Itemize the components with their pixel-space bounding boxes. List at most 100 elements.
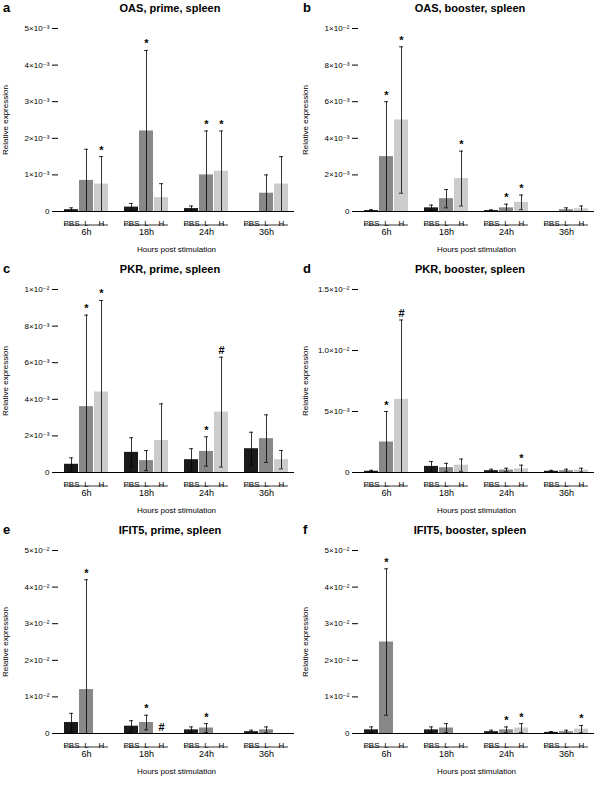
svg-text:PBS: PBS [423,219,439,228]
svg-text:1×10⁻³: 1×10⁻³ [25,170,50,179]
svg-text:PBS: PBS [363,480,379,489]
svg-text:4×10⁻³: 4×10⁻³ [25,61,50,70]
svg-text:H: H [159,219,165,228]
svg-text:H: H [99,480,105,489]
svg-text:6h: 6h [81,488,91,498]
svg-text:H: H [159,741,165,750]
svg-text:4×10⁻³: 4×10⁻³ [325,134,350,143]
svg-text:2×10⁻³: 2×10⁻³ [25,134,50,143]
svg-text:*: * [519,711,524,723]
svg-text:PBS: PBS [243,219,259,228]
svg-text:PBS: PBS [123,741,139,750]
svg-text:H: H [519,741,525,750]
svg-text:2×10⁻³: 2×10⁻³ [325,170,350,179]
svg-text:H: H [519,480,525,489]
svg-text:H: H [399,741,405,750]
svg-text:H: H [99,219,105,228]
svg-text:PBS: PBS [483,741,499,750]
svg-text:H: H [579,741,585,750]
svg-text:2×10⁻³: 2×10⁻³ [25,431,50,440]
svg-text:3×10⁻²: 3×10⁻² [325,619,350,628]
svg-text:Hours post stimulation: Hours post stimulation [137,506,216,515]
svg-text:*: * [99,144,104,156]
svg-text:Hours post stimulation: Hours post stimulation [137,245,216,254]
svg-text:H: H [399,480,405,489]
svg-text:24h: 24h [199,227,214,237]
svg-text:PBS: PBS [423,480,439,489]
svg-text:5×10⁻²: 5×10⁻² [25,546,50,555]
svg-text:H: H [279,480,285,489]
svg-text:PBS: PBS [543,741,559,750]
svg-text:PBS: PBS [363,219,379,228]
svg-text:24h: 24h [199,488,214,498]
svg-text:PBS: PBS [543,480,559,489]
svg-text:24h: 24h [499,488,514,498]
svg-text:H: H [279,219,285,228]
svg-text:5×10⁻²: 5×10⁻² [325,546,350,555]
svg-text:4×10⁻²: 4×10⁻² [325,583,350,592]
svg-text:5×10⁻³: 5×10⁻³ [25,24,50,33]
svg-text:Relative expression: Relative expression [1,607,10,677]
svg-text:18h: 18h [439,227,454,237]
svg-text:#: # [218,344,224,356]
svg-text:2×10⁻²: 2×10⁻² [325,656,350,665]
svg-text:3×10⁻³: 3×10⁻³ [25,97,50,106]
svg-text:24h: 24h [499,749,514,759]
svg-text:2×10⁻²: 2×10⁻² [25,656,50,665]
svg-text:0: 0 [345,468,350,477]
svg-text:36h: 36h [259,488,274,498]
svg-text:6h: 6h [381,488,391,498]
svg-text:*: * [399,34,404,46]
svg-text:5×10⁻³: 5×10⁻³ [325,407,350,416]
svg-text:H: H [159,480,165,489]
svg-text:18h: 18h [439,488,454,498]
svg-text:H: H [459,741,465,750]
svg-text:*: * [459,138,464,150]
svg-text:Hours post stimulation: Hours post stimulation [437,767,516,776]
svg-text:PBS: PBS [63,219,79,228]
svg-text:36h: 36h [259,227,274,237]
svg-text:*: * [519,182,524,194]
svg-text:1×10⁻²: 1×10⁻² [325,24,350,33]
svg-text:0: 0 [345,729,350,738]
svg-text:4×10⁻³: 4×10⁻³ [25,395,50,404]
svg-text:18h: 18h [139,749,154,759]
svg-text:Hours post stimulation: Hours post stimulation [437,506,516,515]
svg-text:24h: 24h [499,227,514,237]
svg-text:1×10⁻²: 1×10⁻² [25,285,50,294]
svg-text:36h: 36h [559,227,574,237]
svg-text:18h: 18h [139,488,154,498]
svg-text:#: # [158,721,164,733]
svg-text:36h: 36h [559,488,574,498]
svg-text:*: * [84,302,89,314]
svg-text:24h: 24h [199,749,214,759]
svg-text:PBS: PBS [423,741,439,750]
svg-text:1.0×10⁻²: 1.0×10⁻² [318,346,350,355]
svg-text:Relative expression: Relative expression [301,607,310,677]
svg-text:6×10⁻³: 6×10⁻³ [25,358,50,367]
svg-text:36h: 36h [259,749,274,759]
svg-text:4×10⁻²: 4×10⁻² [25,583,50,592]
svg-text:36h: 36h [559,749,574,759]
svg-text:8×10⁻³: 8×10⁻³ [325,61,350,70]
svg-text:0: 0 [45,207,50,216]
svg-text:*: * [504,191,509,203]
svg-text:H: H [579,219,585,228]
svg-text:1×10⁻²: 1×10⁻² [325,692,350,701]
svg-text:*: * [99,287,104,299]
svg-text:6h: 6h [381,749,391,759]
svg-text:H: H [399,219,405,228]
svg-text:Hours post stimulation: Hours post stimulation [137,767,216,776]
svg-text:PBS: PBS [363,741,379,750]
svg-text:*: * [519,452,524,464]
svg-text:PBS: PBS [183,480,199,489]
svg-text:*: * [84,567,89,579]
svg-text:1×10⁻²: 1×10⁻² [25,692,50,701]
svg-text:*: * [504,714,509,726]
svg-text:*: * [579,712,584,724]
svg-text:PBS: PBS [243,741,259,750]
svg-text:Relative expression: Relative expression [1,85,10,155]
svg-text:18h: 18h [139,227,154,237]
svg-text:0: 0 [45,468,50,477]
svg-text:PBS: PBS [63,741,79,750]
